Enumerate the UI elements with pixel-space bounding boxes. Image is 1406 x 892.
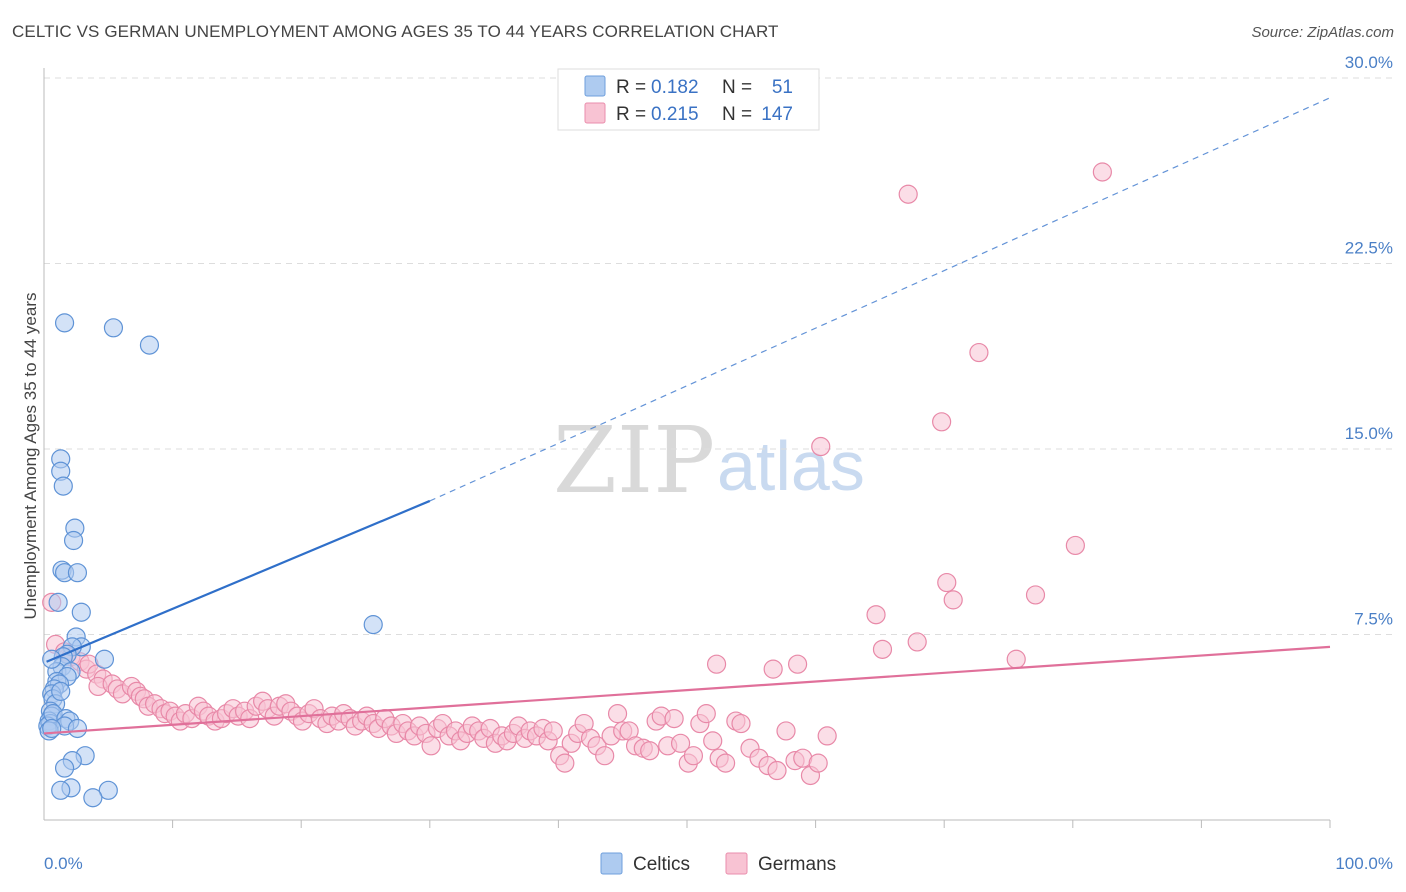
celtics-point-12 — [71, 602, 91, 622]
legend-r-label-celtics: R = — [616, 77, 646, 98]
celtics-point-45 — [51, 780, 71, 800]
germans-point-113 — [607, 704, 628, 724]
y-tick-labels: 7.5% 15.0% 22.5% 30.0% — [1345, 53, 1393, 629]
germans-point-1 — [898, 184, 918, 204]
germans-point-3 — [932, 412, 952, 432]
germans-point-15 — [763, 659, 783, 679]
celtics-point-2 — [139, 335, 160, 355]
celtics-point-46 — [98, 780, 118, 800]
legend-swatch-germans — [584, 102, 606, 124]
legend-n-label-germans: N = — [722, 104, 752, 125]
celtics-point-10 — [67, 563, 88, 583]
germans-point-118 — [640, 741, 660, 761]
celtics-point-0 — [54, 313, 75, 333]
celtics-point-5 — [53, 476, 73, 496]
germans-point-132 — [731, 713, 751, 734]
celtics-point-50 — [42, 718, 62, 739]
germans-point-105 — [555, 753, 575, 773]
grid — [44, 77, 1392, 635]
y-axis-title: Unemployment Among Ages 35 to 44 years — [21, 293, 40, 620]
legend-n-label-celtics: N = — [722, 77, 752, 98]
legend-r-label-germans: R = — [616, 104, 646, 125]
watermark-zip: ZIP — [553, 407, 715, 514]
germans-point-136 — [767, 760, 787, 781]
germans-point-103 — [543, 721, 563, 741]
germans-series — [42, 162, 1112, 786]
germans-point-122 — [664, 708, 684, 729]
germans-point-7 — [943, 590, 963, 610]
germans-point-111 — [595, 746, 615, 766]
germans-point-9 — [866, 605, 886, 625]
germans-point-13 — [1006, 649, 1026, 669]
y-tick-label-0: 7.5% — [1354, 610, 1393, 629]
bottom-legend-label-celtics[interactable]: Celtics — [633, 854, 690, 875]
legend-r-value-germans: 0.215 — [651, 104, 699, 125]
series-legend: Celtics Germans — [600, 852, 836, 875]
germans-point-128 — [703, 731, 723, 751]
germans-point-16 — [787, 654, 808, 674]
celtics-point-43 — [54, 758, 75, 778]
x-tick-label-left: 0.0% — [44, 854, 83, 873]
legend-n-value-celtics: 51 — [772, 77, 793, 98]
celtics-trend-dashed — [429, 97, 1331, 502]
germans-point-6 — [937, 572, 957, 593]
germans-point-4 — [811, 436, 831, 457]
y-tick-label-2: 22.5% — [1345, 239, 1393, 258]
celtics-point-7 — [63, 530, 84, 551]
y-tick-label-1: 15.0% — [1345, 424, 1393, 443]
stats-legend: R = 0.182 N = 51 R = 0.215 N = 147 — [557, 68, 820, 131]
celtics-point-11 — [48, 592, 68, 612]
celtics-point-47 — [83, 788, 103, 808]
celtics-point-1 — [103, 318, 124, 338]
legend-r-value-celtics: 0.182 — [651, 77, 699, 98]
germans-point-141 — [808, 753, 828, 773]
germans-point-2 — [969, 342, 989, 363]
germans-point-127 — [696, 704, 716, 724]
germans-point-125 — [683, 746, 704, 766]
legend-n-value-germans: 147 — [761, 104, 793, 125]
celtics-point-13 — [363, 615, 383, 635]
bottom-legend-swatch-celtics[interactable] — [600, 852, 623, 875]
germans-point-8 — [1025, 585, 1046, 605]
trend-lines — [43, 97, 1331, 735]
germans-point-130 — [715, 753, 736, 773]
chart-source: Source: ZipAtlas.com — [1251, 24, 1394, 41]
celtics-point-39 — [67, 718, 88, 739]
celtics-trend-solid — [46, 499, 431, 663]
x-tick-label-right: 100.0% — [1335, 854, 1393, 873]
chart-title: CELTIC VS GERMAN UNEMPLOYMENT AMONG AGES… — [12, 22, 779, 41]
celtics-series — [38, 313, 383, 808]
watermark: ZIP atlas — [553, 407, 865, 514]
celtics-point-49 — [51, 681, 71, 701]
y-tick-label-3: 30.0% — [1345, 53, 1393, 72]
legend-swatch-celtics — [584, 75, 606, 97]
germans-point-5 — [1065, 535, 1085, 556]
watermark-atlas: atlas — [717, 427, 865, 505]
germans-point-82 — [421, 736, 441, 756]
bottom-legend-label-germans[interactable]: Germans — [758, 854, 836, 875]
germans-point-11 — [907, 632, 927, 652]
germans-point-123 — [670, 733, 691, 753]
germans-point-0 — [1092, 162, 1112, 182]
germans-point-14 — [706, 654, 727, 674]
germans-point-137 — [776, 721, 796, 741]
x-ticks — [172, 820, 1331, 828]
germans-point-142 — [817, 726, 837, 746]
celtics-point-19 — [94, 649, 115, 669]
germans-trend — [43, 645, 1331, 735]
germans-point-12 — [872, 639, 893, 659]
bottom-legend-swatch-germans[interactable] — [725, 852, 748, 875]
